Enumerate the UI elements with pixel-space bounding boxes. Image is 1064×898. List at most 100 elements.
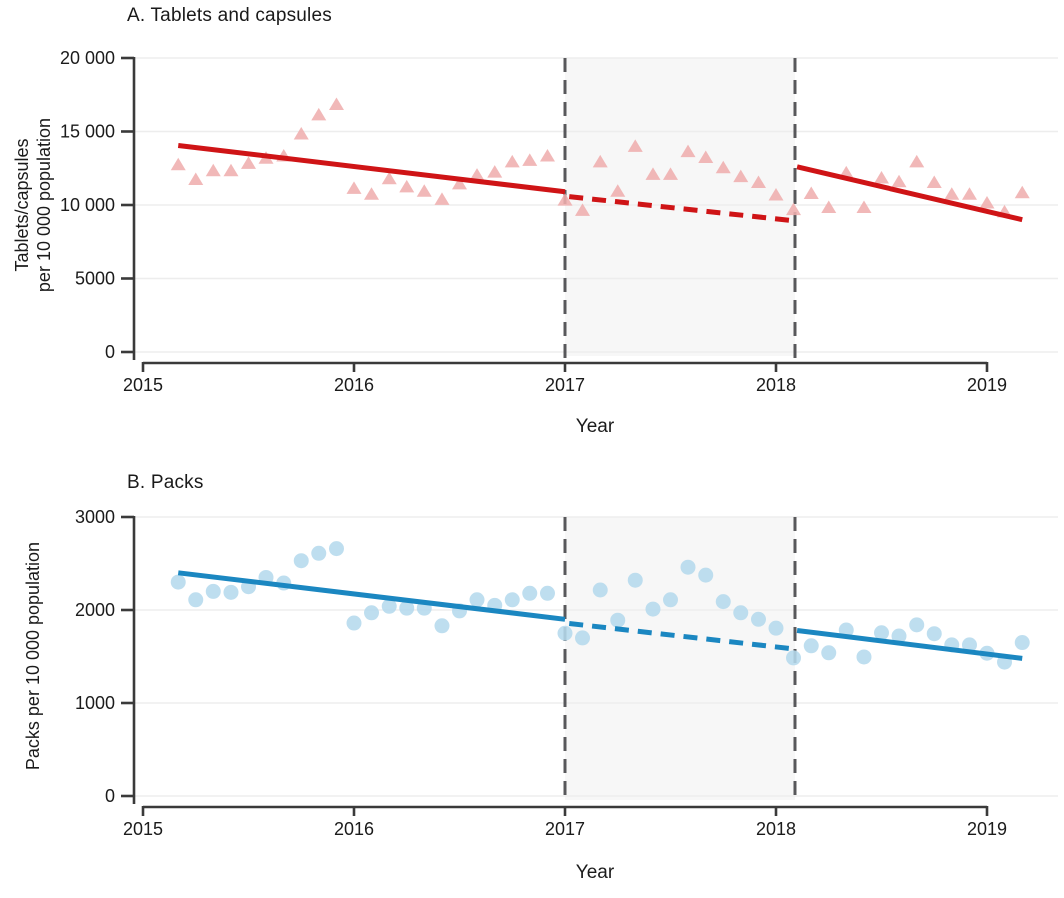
data-point-circle	[469, 592, 485, 608]
data-point-triangle	[645, 167, 661, 180]
data-point-triangle	[452, 176, 467, 190]
data-point-triangle	[856, 200, 872, 213]
data-point-triangle	[750, 175, 766, 188]
data-point-triangle	[469, 168, 485, 181]
data-point-circle	[293, 553, 309, 569]
data-point-circle	[926, 626, 942, 642]
data-point-triangle	[293, 126, 309, 140]
data-point-circle	[575, 630, 591, 646]
trend-line-dashed	[568, 194, 792, 223]
data-point-triangle	[891, 174, 907, 188]
data-point-triangle	[416, 184, 432, 197]
data-point-triangle	[487, 165, 503, 178]
data-point-circle	[311, 545, 327, 561]
data-point-circle	[874, 625, 889, 641]
x-tick-label: 2015	[123, 819, 163, 839]
data-point-triangle	[715, 160, 731, 174]
data-point-triangle	[698, 150, 714, 163]
data-point-triangle	[575, 203, 591, 216]
data-point-triangle	[874, 171, 889, 184]
data-point-triangle	[944, 187, 960, 200]
data-point-circle	[223, 584, 239, 600]
data-point-circle	[856, 649, 872, 665]
y-tick-label: 15 000	[60, 122, 115, 142]
x-tick-label: 2015	[123, 375, 163, 395]
data-point-triangle	[821, 200, 837, 213]
trend-line-solid	[796, 164, 1023, 223]
trend-line-solid	[177, 142, 566, 195]
y-tick-label: 5000	[75, 269, 115, 289]
data-point-circle	[961, 637, 977, 653]
data-point-circle	[504, 592, 520, 608]
x-tick-label: 2018	[756, 819, 796, 839]
data-point-circle	[610, 612, 626, 628]
data-point-triangle	[733, 169, 749, 183]
data-point-triangle	[223, 163, 239, 177]
y-tick-label: 0	[105, 786, 115, 806]
data-point-triangle	[768, 187, 784, 201]
interruption-band	[565, 58, 795, 356]
data-point-circle	[663, 592, 678, 608]
x-tick-label: 2019	[967, 375, 1007, 395]
panel-b-y-axis-label-line1: Packs per 10 000 population	[23, 541, 43, 771]
data-point-triangle	[241, 156, 256, 169]
data-point-triangle	[170, 157, 186, 171]
data-point-circle	[698, 567, 714, 583]
data-point-triangle	[522, 153, 538, 166]
data-point-circle	[434, 618, 450, 634]
y-tick-label: 2000	[75, 600, 115, 620]
data-point-circle	[768, 620, 784, 636]
x-tick-label: 2018	[756, 375, 796, 395]
data-point-triangle	[803, 186, 819, 199]
data-point-triangle	[346, 181, 362, 194]
data-point-circle	[364, 605, 380, 621]
panel-a-title: A. Tablets and capsules	[127, 5, 332, 26]
data-point-circle	[539, 585, 555, 601]
y-tick-label: 20 000	[60, 48, 115, 68]
y-tick-label: 3000	[75, 507, 115, 527]
data-point-triangle	[961, 187, 977, 200]
x-tick-label: 2017	[545, 375, 585, 395]
data-point-triangle	[592, 154, 608, 168]
data-point-circle	[733, 605, 749, 621]
data-point-circle	[381, 598, 397, 614]
data-point-triangle	[434, 192, 450, 205]
data-point-triangle	[786, 202, 802, 216]
data-point-triangle	[504, 154, 520, 168]
panel-b-y-axis-label: Packs per 10 000 population	[22, 501, 44, 811]
data-point-triangle	[610, 184, 626, 197]
panel-b-title: B. Packs	[127, 472, 204, 493]
data-point-circle	[346, 615, 362, 631]
data-point-triangle	[926, 175, 942, 188]
data-point-circle	[821, 645, 837, 661]
data-point-circle	[627, 572, 643, 588]
data-point-triangle	[539, 148, 555, 162]
data-point-triangle	[311, 107, 327, 121]
data-point-circle	[328, 541, 344, 557]
y-tick-label: 0	[105, 342, 115, 362]
interruption-band	[565, 517, 795, 800]
x-tick-label: 2016	[334, 819, 374, 839]
data-point-circle	[715, 594, 731, 610]
data-point-triangle	[205, 163, 221, 177]
data-point-triangle	[328, 97, 344, 111]
data-point-circle	[786, 650, 802, 666]
data-point-circle	[909, 617, 925, 633]
panel-a-x-axis-label: Year	[575, 416, 615, 437]
data-point-triangle	[909, 154, 925, 168]
data-point-circle	[891, 628, 907, 644]
data-point-triangle	[1014, 185, 1030, 199]
panel-b-x-axis-label: Year	[575, 862, 615, 883]
data-point-circle	[1014, 635, 1030, 651]
x-tick-label: 2016	[334, 375, 374, 395]
data-point-triangle	[364, 187, 380, 200]
trend-line-dashed	[568, 621, 792, 652]
trend-line-solid	[796, 627, 1023, 661]
data-point-triangle	[627, 139, 643, 152]
y-tick-label: 10 000	[60, 195, 115, 215]
x-tick-label: 2019	[967, 819, 1007, 839]
data-point-circle	[645, 601, 661, 617]
data-point-triangle	[557, 193, 573, 206]
